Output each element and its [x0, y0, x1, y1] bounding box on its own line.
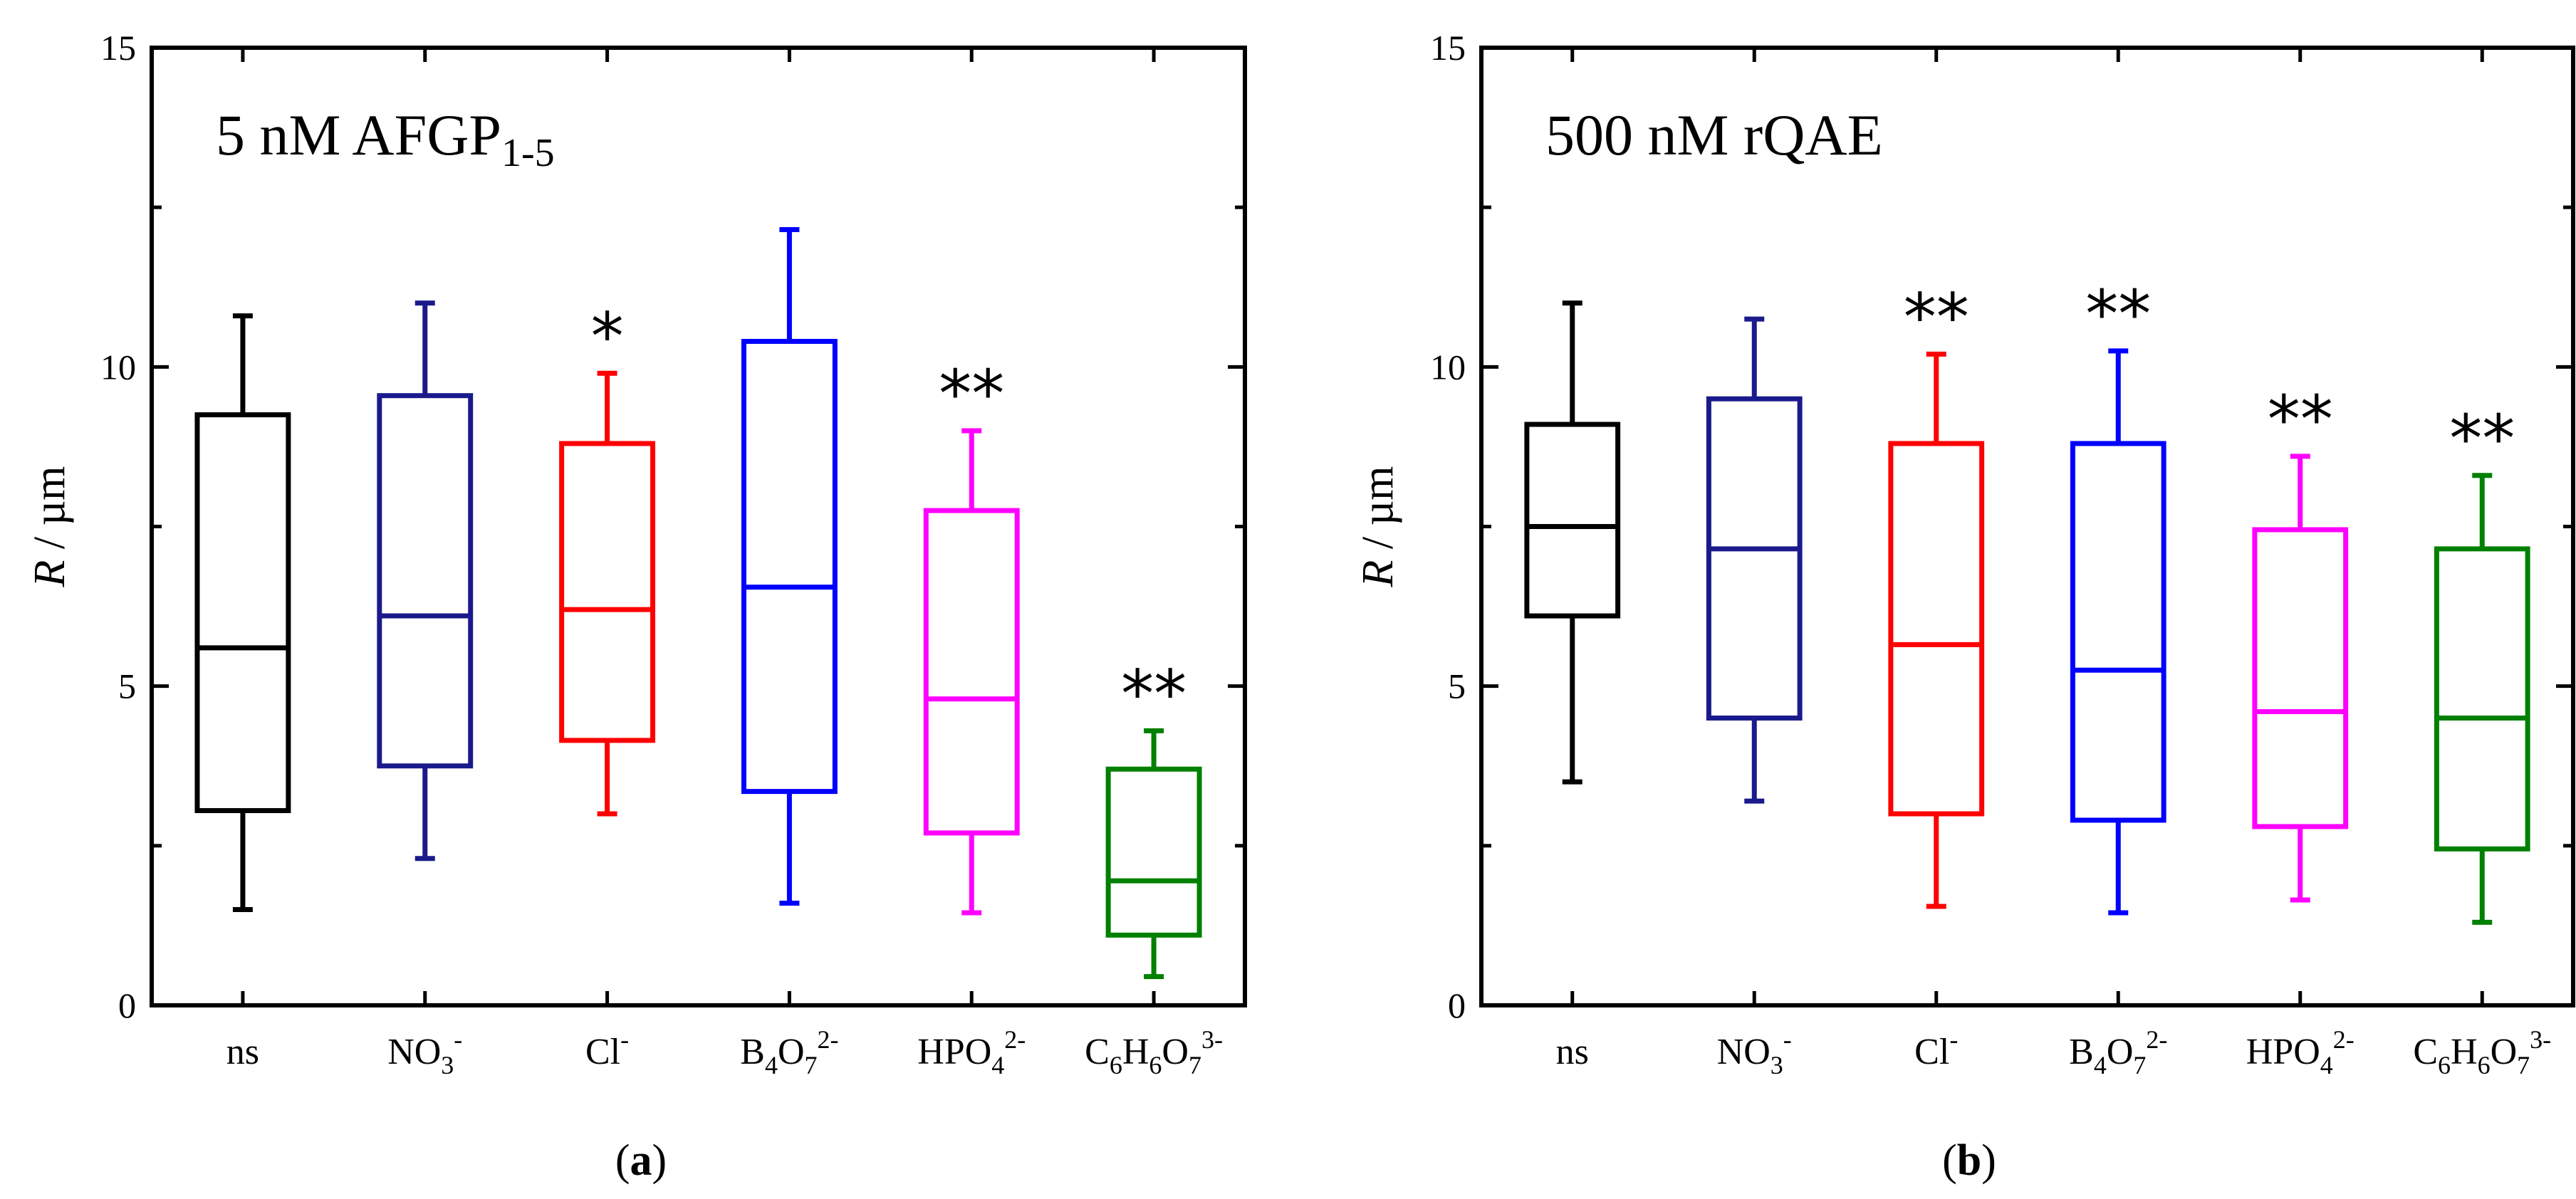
significance-marker: **	[2268, 382, 2333, 458]
caption-a: (a)	[615, 1136, 667, 1185]
panel-a-xtick-label: NO3-	[387, 1025, 462, 1079]
panel-a-box-5: **	[923, 356, 1020, 916]
panel-b-ylabel: R / µm	[1354, 466, 1402, 587]
panel-b-ytick-label: 10	[1430, 347, 1466, 387]
panel-a-xtick-label: ns	[226, 1032, 259, 1072]
panel-b-xtick-label: HPO42-	[2246, 1025, 2355, 1079]
panel-b-box-3: **	[1888, 279, 1985, 909]
significance-marker: **	[2085, 276, 2151, 352]
iqr-box	[2434, 546, 2530, 852]
iqr-box	[1524, 422, 1621, 619]
panel-b-title: 500 nM rQAE	[1545, 103, 1883, 167]
panel-a-xtick-label: B4O72-	[740, 1025, 838, 1079]
panel-b-box-5: **	[2252, 382, 2349, 903]
iqr-box	[741, 338, 838, 795]
panel-a-xtick-label: C6H6O73-	[1085, 1025, 1223, 1079]
panel-b-xtick-label: NO3-	[1717, 1025, 1792, 1079]
panel-b-ytick-label: 15	[1430, 28, 1466, 68]
panel-a-box-4	[741, 227, 838, 906]
panel-a-title: 5 nM AFGP1-5	[216, 103, 555, 175]
panel-b-chart: 0 5 10 15 R / µm 500 nM rQAE ns NO3- ** Cl- ** B4O7…	[1354, 28, 2575, 1079]
panel-b-box-2	[1706, 316, 1803, 804]
panel-a-ylabel: R / µm	[26, 466, 74, 587]
panel-a-xtick-label: Cl-	[585, 1025, 629, 1072]
panel-a-ytick-label: 10	[100, 347, 136, 387]
panel-b-box-1	[1524, 300, 1621, 785]
panel-a-ytick-label: 5	[118, 666, 136, 706]
panel-b-box-4: **	[2070, 276, 2166, 916]
panel-a-ytick-label: 15	[100, 28, 136, 68]
iqr-box	[2070, 441, 2166, 823]
panel-b-xtick-label: Cl-	[1914, 1025, 1958, 1072]
panel-a-box-2	[377, 300, 474, 862]
panel-b-xtick-label: ns	[1556, 1032, 1589, 1072]
panel-a-chart: 0 5 10 15 R / µm 5 nM AFGP1-5 ns NO3- * Cl- B4O72-…	[26, 28, 1247, 1079]
significance-marker: **	[1904, 279, 1969, 355]
iqr-box	[559, 441, 656, 743]
significance-marker: **	[2449, 401, 2515, 477]
significance-marker: **	[1121, 656, 1187, 732]
iqr-box	[2252, 527, 2349, 829]
panel-b-box-6: **	[2434, 401, 2530, 925]
iqr-box	[1888, 441, 1985, 817]
panel-b-ytick-label: 5	[1448, 666, 1466, 706]
iqr-box	[923, 508, 1020, 836]
significance-marker: **	[939, 356, 1004, 432]
panel-a-plot-frame	[150, 46, 1247, 1007]
iqr-box	[194, 412, 291, 814]
panel-a-box-1	[194, 313, 291, 912]
panel-a-box-3: *	[559, 298, 656, 817]
iqr-box	[377, 393, 474, 769]
iqr-box	[1105, 766, 1202, 938]
panel-a-ytick-label: 0	[118, 985, 136, 1025]
panel-b-xtick-label: B4O72-	[2069, 1025, 2167, 1079]
panel-a-box-6: **	[1105, 656, 1202, 980]
caption-b: (b)	[1942, 1136, 1996, 1185]
panel-a-xtick-label: HPO42-	[917, 1025, 1026, 1079]
iqr-box	[1706, 396, 1803, 721]
panel-b-xtick-label: C6H6O73-	[2413, 1025, 2551, 1079]
panel-b-ytick-label: 0	[1448, 985, 1466, 1025]
significance-marker: *	[591, 298, 624, 375]
panel-b-plot-frame	[1479, 46, 2575, 1007]
